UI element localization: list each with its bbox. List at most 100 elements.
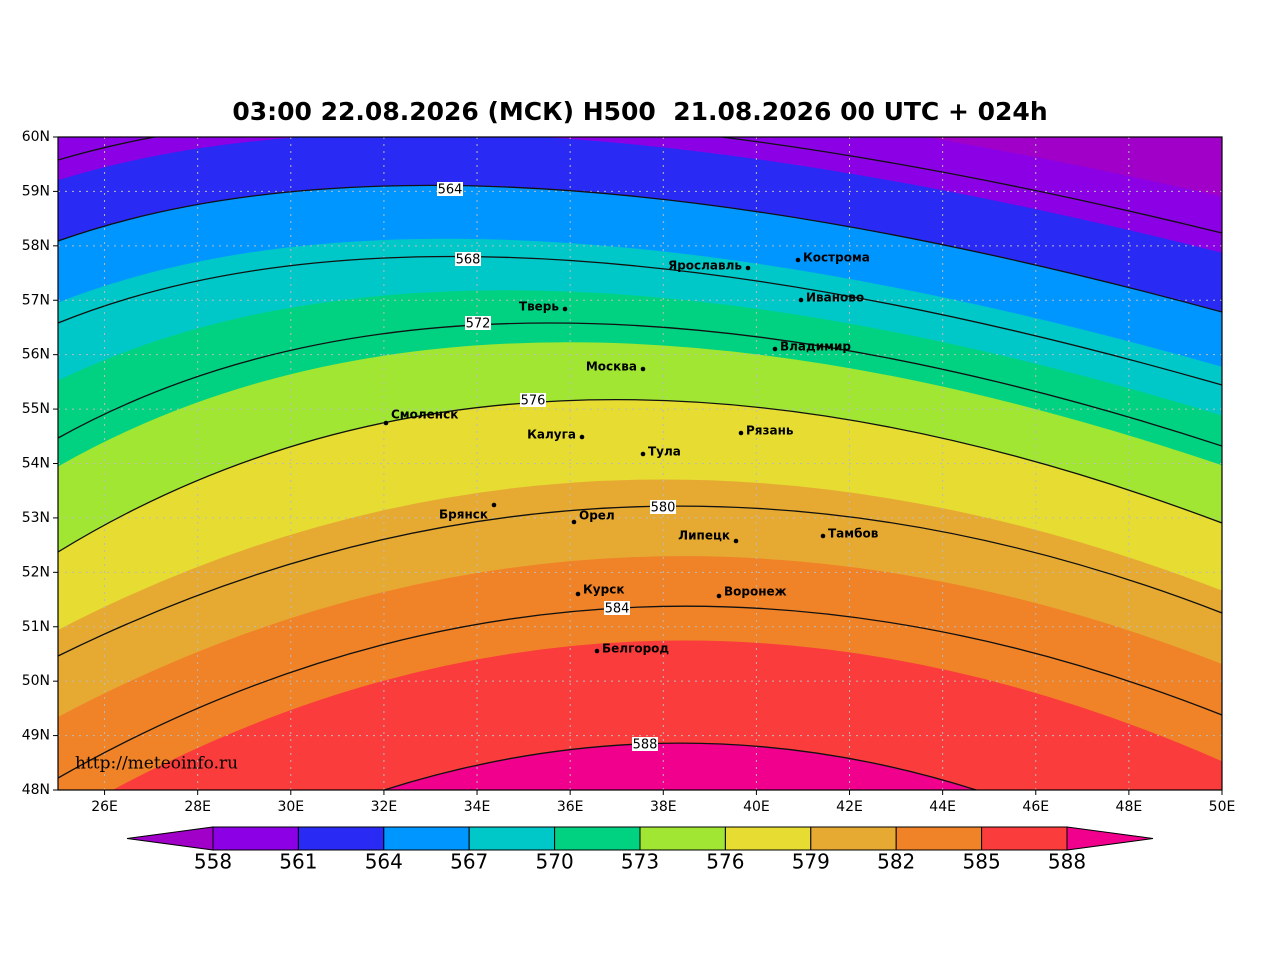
city-label: Владимир	[780, 340, 851, 354]
city-dot	[491, 502, 497, 508]
lon-label: 38E	[650, 799, 677, 815]
contour-label: 588	[633, 738, 658, 753]
city-label: Ярославль	[668, 259, 742, 273]
city-label: Воронеж	[724, 585, 787, 599]
lat-label: 50N	[22, 673, 50, 689]
city-dot	[640, 451, 646, 457]
city-label: Белгород	[602, 642, 669, 656]
city-dot	[745, 265, 751, 271]
city-label: Брянск	[439, 508, 488, 522]
city-label: Орел	[579, 509, 615, 523]
contour-line	[58, 255, 1222, 386]
city-label: Рязань	[746, 424, 794, 438]
colorbar-box	[383, 826, 470, 851]
city-label: Тверь	[519, 300, 560, 314]
colorbar-label: 576	[706, 850, 744, 874]
lon-label: 40E	[743, 799, 770, 815]
city-dot	[575, 591, 581, 597]
city-label: Тамбов	[828, 527, 879, 541]
lon-label: 32E	[371, 799, 398, 815]
contour-label: 576	[521, 394, 546, 409]
city-dot	[383, 420, 389, 426]
city-label: Курск	[583, 583, 624, 597]
colorbar-label: 588	[1048, 850, 1086, 874]
height-fill	[58, 137, 1222, 790]
lon-label: 34E	[464, 799, 491, 815]
lat-label: 58N	[22, 238, 50, 254]
colorbar-box	[724, 826, 812, 851]
city-dot	[716, 593, 722, 599]
colorbar-label: 561	[279, 850, 317, 874]
city-dot	[594, 648, 600, 654]
city-dot	[571, 519, 577, 525]
grid	[53, 136, 1223, 795]
city-label: Тула	[648, 445, 681, 459]
watermark: http://meteoinfo.ru	[75, 754, 238, 774]
map-frame	[57, 136, 1223, 791]
lat-label: 49N	[22, 728, 50, 744]
colorbar-high	[1066, 826, 1154, 851]
city-dot	[772, 346, 778, 352]
contour-line	[58, 505, 1222, 657]
contour-label-box	[650, 500, 676, 514]
colorbar-label: 558	[194, 850, 232, 874]
colorbar-label: 567	[450, 850, 488, 874]
contour-label-box	[520, 393, 546, 407]
labels: 26E 28E 30E 32E 34E 36E 38E 40E 42E 44E 46E 48E 50E 6…	[22, 129, 1236, 815]
colorbar-label: 564	[365, 850, 403, 874]
lat-label: 48N	[22, 782, 50, 798]
colorbar-low	[126, 826, 214, 851]
city-dot	[738, 430, 744, 436]
colorbar-box	[554, 826, 641, 851]
contour-line	[58, 184, 1222, 313]
city-dot	[562, 306, 568, 312]
city-label: Липецк	[678, 529, 730, 543]
lon-label: 28E	[184, 799, 211, 815]
city-dot	[579, 434, 585, 440]
title: 03:00 22.08.2026 (МСК) H500 21.08.2026 0…	[232, 97, 1047, 126]
contour-label: 572	[466, 317, 491, 332]
colorbar-label: 570	[536, 850, 574, 874]
contour-label: 564	[438, 183, 463, 198]
lon-label: 48E	[1116, 799, 1143, 815]
lat-label: 59N	[22, 183, 50, 199]
lat-label: 53N	[22, 510, 50, 526]
city-dot	[798, 297, 804, 303]
colorbar-label: 582	[877, 850, 915, 874]
city-label: Калуга	[527, 428, 576, 442]
colorbar-box	[468, 826, 556, 851]
contour-label-box	[604, 601, 630, 615]
colorbar-box	[639, 826, 726, 851]
city-dot	[640, 366, 646, 372]
contour-label: 584	[605, 602, 630, 617]
colorbar-box	[297, 826, 385, 851]
city-label: Смоленск	[391, 408, 458, 422]
lat-label: 56N	[22, 347, 50, 363]
contour-label-box	[632, 737, 658, 751]
contour-label-box	[455, 252, 481, 266]
lon-label: 46E	[1022, 799, 1049, 815]
lon-label: 36E	[557, 799, 584, 815]
contour-line	[58, 137, 1222, 234]
city-dot	[820, 533, 826, 539]
lat-label: 52N	[22, 564, 50, 580]
lon-label: 50E	[1209, 799, 1236, 815]
contour-label-box	[437, 182, 463, 196]
city-dot	[733, 538, 739, 544]
lon-label: 26E	[91, 799, 118, 815]
colorbar-box	[810, 826, 897, 851]
lon-label: 44E	[929, 799, 956, 815]
colorbar-box	[981, 826, 1068, 851]
contour-label-box	[465, 316, 491, 330]
lat-label: 55N	[22, 401, 50, 417]
colorbar-box	[212, 826, 299, 851]
fill-band	[112, 640, 1222, 790]
colorbar-label: 585	[963, 850, 1001, 874]
colorbar-box	[895, 826, 983, 851]
contour-label: 580	[651, 501, 676, 516]
lat-label: 60N	[22, 129, 50, 145]
lat-label: 57N	[22, 292, 50, 308]
lat-label: 54N	[22, 456, 50, 472]
contour-label: 568	[456, 253, 481, 268]
